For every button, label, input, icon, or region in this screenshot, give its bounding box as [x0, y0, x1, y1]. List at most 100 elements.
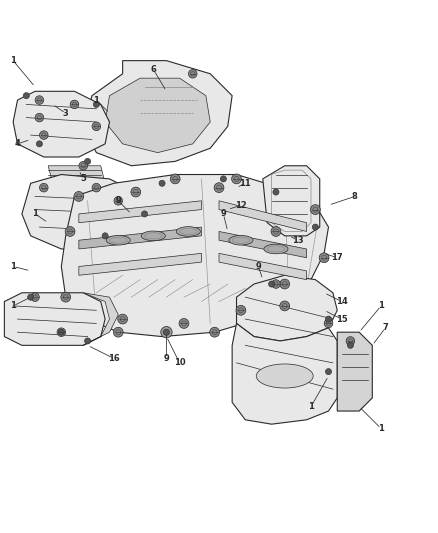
Polygon shape — [22, 174, 149, 249]
Polygon shape — [48, 166, 105, 183]
Circle shape — [161, 327, 172, 338]
Circle shape — [325, 316, 332, 322]
Text: 9: 9 — [220, 209, 226, 219]
Circle shape — [31, 293, 39, 302]
Text: 12: 12 — [235, 201, 247, 209]
Circle shape — [114, 197, 123, 205]
Text: 7: 7 — [382, 324, 389, 332]
Circle shape — [35, 114, 44, 122]
Text: 8: 8 — [352, 192, 358, 201]
Text: 9: 9 — [163, 354, 170, 363]
Circle shape — [36, 141, 42, 147]
Polygon shape — [4, 293, 105, 345]
Circle shape — [210, 327, 219, 337]
Polygon shape — [83, 61, 232, 166]
Polygon shape — [61, 174, 328, 336]
Text: 3: 3 — [63, 109, 69, 118]
Circle shape — [39, 183, 48, 192]
Polygon shape — [79, 253, 201, 275]
Circle shape — [79, 161, 88, 170]
Text: 9: 9 — [115, 196, 121, 205]
Circle shape — [57, 328, 66, 336]
Circle shape — [85, 338, 91, 344]
Polygon shape — [337, 332, 372, 411]
Circle shape — [280, 301, 290, 311]
Text: 1: 1 — [10, 262, 16, 271]
Circle shape — [70, 100, 79, 109]
Circle shape — [159, 180, 165, 187]
Text: 11: 11 — [240, 179, 251, 188]
Circle shape — [268, 281, 275, 287]
Text: 1: 1 — [32, 209, 38, 219]
Circle shape — [163, 329, 170, 335]
Circle shape — [113, 327, 123, 337]
Circle shape — [163, 329, 170, 335]
Circle shape — [220, 176, 226, 182]
Circle shape — [325, 368, 332, 375]
Ellipse shape — [256, 364, 313, 388]
Circle shape — [35, 96, 44, 104]
Circle shape — [118, 314, 127, 324]
Circle shape — [319, 253, 329, 263]
Polygon shape — [79, 201, 201, 223]
Circle shape — [39, 131, 48, 140]
Ellipse shape — [141, 231, 165, 241]
Text: 6: 6 — [150, 65, 156, 74]
Circle shape — [273, 189, 279, 195]
Circle shape — [188, 69, 197, 78]
Circle shape — [102, 233, 108, 239]
Text: 1: 1 — [308, 402, 314, 411]
Text: 16: 16 — [108, 354, 120, 363]
Circle shape — [312, 224, 318, 230]
Circle shape — [179, 319, 189, 328]
Circle shape — [347, 342, 353, 349]
Polygon shape — [13, 91, 110, 157]
Text: 1: 1 — [10, 302, 16, 310]
Ellipse shape — [176, 227, 200, 236]
Text: 10: 10 — [174, 358, 185, 367]
Polygon shape — [105, 78, 210, 152]
Polygon shape — [83, 293, 118, 345]
Circle shape — [214, 183, 224, 192]
Polygon shape — [219, 201, 307, 231]
Circle shape — [324, 319, 333, 328]
Circle shape — [23, 93, 29, 99]
Text: 1: 1 — [93, 95, 99, 104]
Text: 1: 1 — [378, 302, 384, 310]
Polygon shape — [232, 324, 337, 424]
Polygon shape — [219, 231, 307, 258]
Text: 1: 1 — [10, 56, 16, 65]
Ellipse shape — [229, 236, 253, 245]
Text: 4: 4 — [14, 139, 21, 148]
Circle shape — [65, 227, 75, 236]
Circle shape — [61, 292, 71, 302]
Circle shape — [232, 174, 241, 184]
Circle shape — [346, 337, 355, 345]
Circle shape — [271, 227, 281, 236]
Circle shape — [131, 187, 141, 197]
Circle shape — [236, 305, 246, 315]
Text: 14: 14 — [336, 297, 347, 306]
Text: 15: 15 — [336, 314, 347, 324]
Circle shape — [272, 280, 280, 288]
Circle shape — [311, 205, 320, 214]
Polygon shape — [263, 166, 320, 236]
Text: 9: 9 — [255, 262, 261, 271]
Circle shape — [170, 174, 180, 184]
Circle shape — [92, 122, 101, 131]
Circle shape — [28, 294, 34, 300]
Circle shape — [85, 158, 91, 165]
Text: 1: 1 — [378, 424, 384, 433]
Polygon shape — [219, 253, 307, 280]
Circle shape — [93, 101, 99, 108]
Ellipse shape — [264, 244, 288, 254]
Circle shape — [141, 211, 148, 217]
Text: 13: 13 — [292, 236, 304, 245]
Circle shape — [280, 279, 290, 289]
Text: 17: 17 — [332, 253, 343, 262]
Ellipse shape — [106, 236, 131, 245]
Text: 5: 5 — [80, 174, 86, 183]
Circle shape — [74, 191, 84, 201]
Polygon shape — [79, 227, 201, 249]
Circle shape — [58, 329, 64, 335]
